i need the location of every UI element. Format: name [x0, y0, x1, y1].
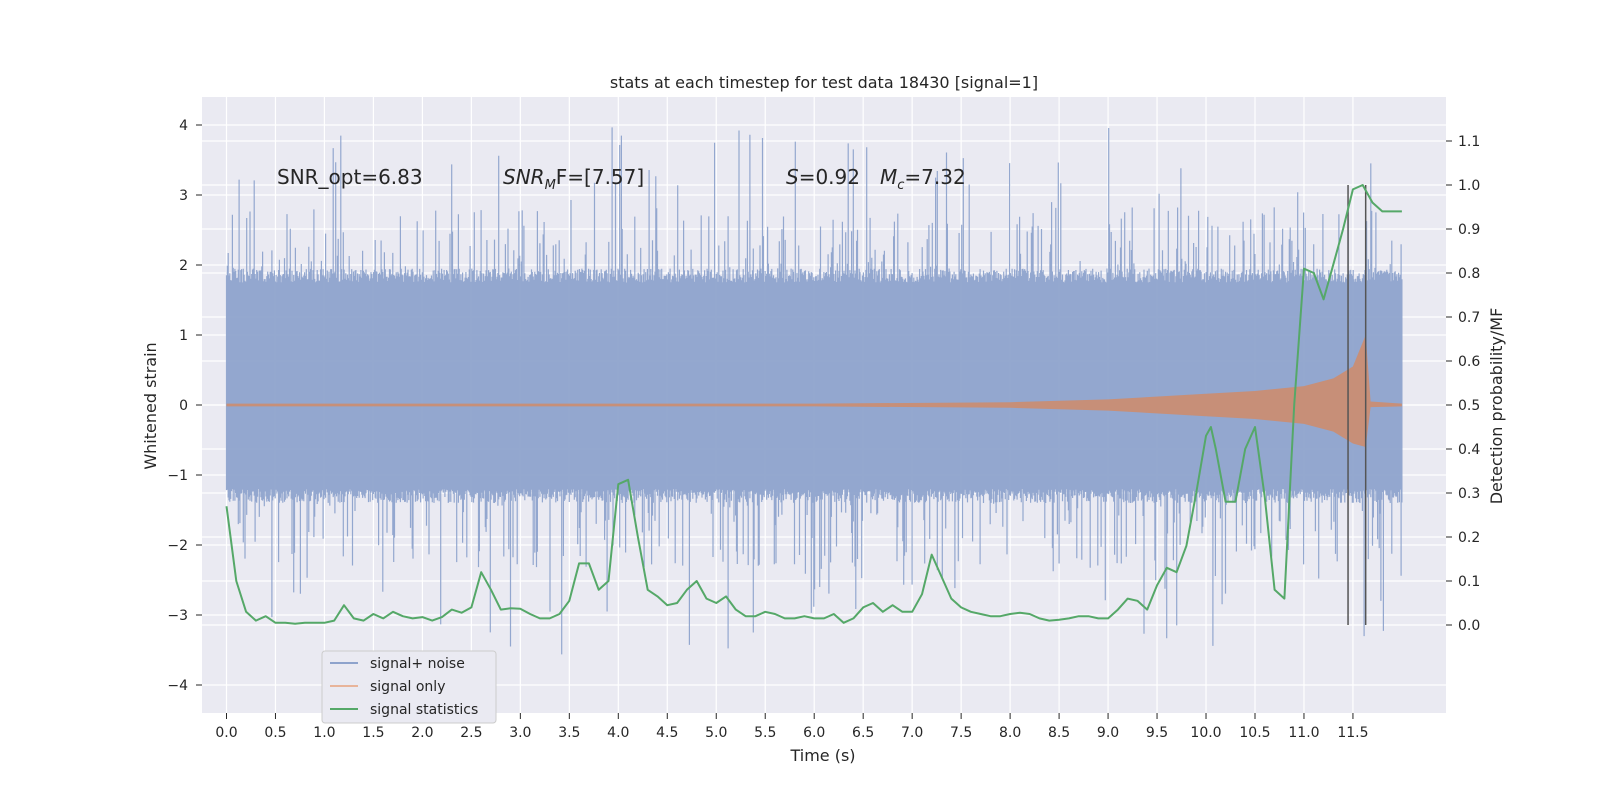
y-tick-label-right: 0.2 — [1458, 530, 1480, 546]
s-main: S — [786, 165, 799, 189]
s-rest: =0.92 — [799, 165, 860, 189]
x-tick-label: 8.5 — [1048, 725, 1070, 741]
y-tick-label-left: 0 — [179, 398, 188, 414]
mc-sub: c — [897, 178, 904, 193]
x-tick-label: 2.5 — [460, 725, 482, 741]
y-tick-label-right: 0.9 — [1458, 222, 1480, 238]
mc-annotation: Mc=7.32 — [880, 165, 966, 193]
y-tick-label-right: 0.5 — [1458, 398, 1480, 414]
x-axis-label: Time (s) — [789, 746, 855, 765]
y-tick-label-left: 3 — [179, 188, 188, 204]
x-tick-label: 4.0 — [607, 725, 629, 741]
x-tick-label: 5.5 — [754, 725, 776, 741]
x-tick-label: 3.0 — [509, 725, 531, 741]
x-tick-label: 0.5 — [264, 725, 286, 741]
chart-title: stats at each timestep for test data 184… — [610, 73, 1038, 92]
x-tick-label: 4.5 — [656, 725, 678, 741]
x-tick-label: 2.0 — [411, 725, 433, 741]
snr-mf-rest: F=[7.57] — [556, 165, 644, 189]
x-tick-label: 11.5 — [1337, 725, 1368, 741]
y-tick-label-left: −4 — [167, 678, 188, 694]
x-tick-label: 10.0 — [1190, 725, 1221, 741]
snr-opt-annotation: SNR_opt=6.83 — [277, 165, 423, 189]
x-tick-label: 7.0 — [901, 725, 923, 741]
snr-mf-sub: M — [545, 178, 556, 193]
legend-label-signal-statistics: signal statistics — [370, 702, 478, 718]
vertical-markers — [1347, 185, 1367, 625]
x-tick-label: 5.0 — [705, 725, 727, 741]
y-tick-label-right: 1.1 — [1458, 134, 1480, 150]
s-annotation: S=0.92 — [786, 165, 860, 189]
y-tick-label-right: 0.1 — [1458, 574, 1480, 590]
y-axis-label-left: Whitened strain — [141, 342, 160, 469]
y-tick-label-right: 1.0 — [1458, 178, 1480, 194]
legend: signal+ noise signal only signal statist… — [321, 650, 497, 724]
x-tick-label: 7.5 — [950, 725, 972, 741]
x-tick-label: 9.5 — [1146, 725, 1168, 741]
y-tick-label-right: 0.4 — [1458, 442, 1480, 458]
y-tick-label-right: 0.0 — [1458, 618, 1480, 634]
y-tick-label-left: −3 — [167, 608, 188, 624]
y-tick-label-left: 1 — [179, 328, 188, 344]
y-tick-label-right: 0.3 — [1458, 486, 1480, 502]
mc-main: M — [880, 165, 897, 189]
y-tick-label-left: −2 — [167, 538, 188, 554]
x-tick-label: 9.0 — [1097, 725, 1119, 741]
x-tick-label: 11.0 — [1288, 725, 1319, 741]
snr-mf-annotation: SNRMF=[7.57] — [503, 165, 644, 193]
legend-box — [321, 650, 497, 724]
x-tick-label: 6.0 — [803, 725, 825, 741]
signal-statistics-line — [225, 184, 1402, 625]
legend-label-signal-noise: signal+ noise — [370, 656, 465, 672]
mc-rest: =7.32 — [904, 165, 965, 189]
x-tick-label: 3.5 — [558, 725, 580, 741]
x-tick-label: 1.0 — [313, 725, 335, 741]
legend-label-signal-only: signal only — [370, 679, 445, 695]
y-tick-label-left: 4 — [179, 118, 188, 134]
x-tick-label: 6.5 — [852, 725, 874, 741]
x-tick-label: 1.5 — [362, 725, 384, 741]
snr-mf-main: SNR — [503, 165, 545, 189]
axis-ticks: 0.0 0.5 1.0 1.5 2.0 2.5 3.0 3.5 4.0 4.5 5.0 5.5 6.0 6… — [167, 118, 1480, 741]
y-tick-label-right: 0.8 — [1458, 266, 1480, 282]
y-tick-label-right: 0.7 — [1458, 310, 1480, 326]
signal-statistics-series — [225, 184, 1402, 625]
x-tick-label: 10.5 — [1239, 725, 1270, 741]
y-tick-label-right: 0.6 — [1458, 354, 1480, 370]
y-tick-label-left: 2 — [179, 258, 188, 274]
x-tick-label: 0.0 — [215, 725, 237, 741]
y-axis-label-right: Detection probability/MF — [1487, 308, 1506, 505]
y-tick-label-left: −1 — [167, 468, 188, 484]
x-tick-label: 8.0 — [999, 725, 1021, 741]
